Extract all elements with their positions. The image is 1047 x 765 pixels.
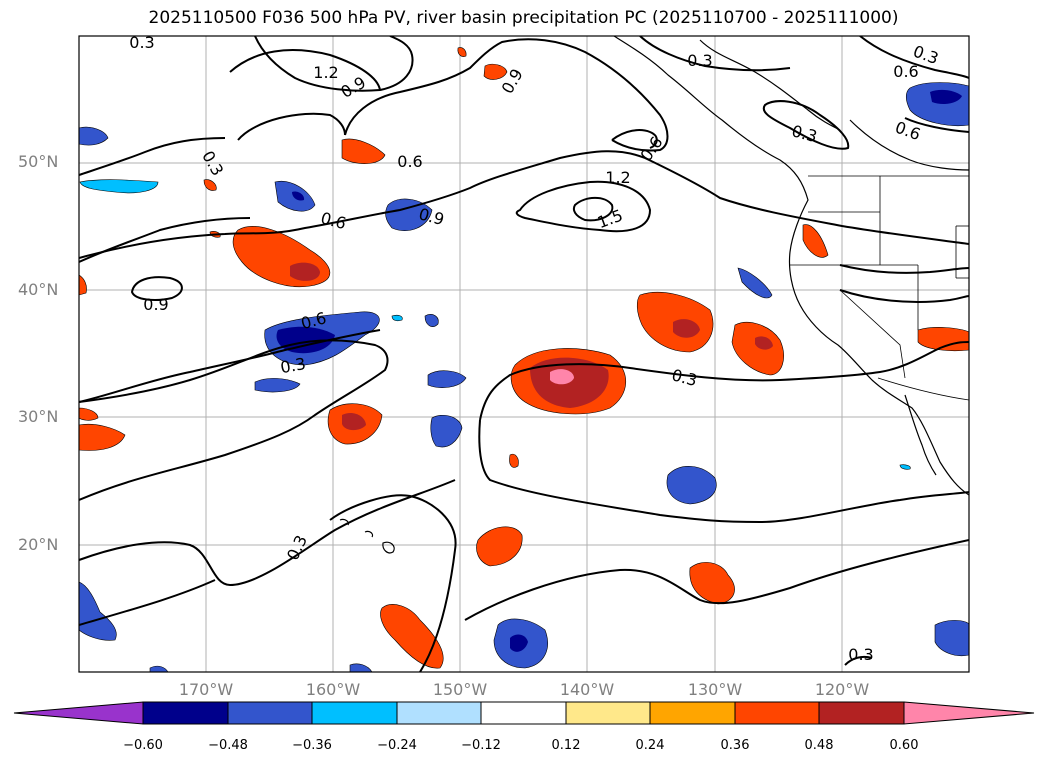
contour-label: 0.6	[319, 208, 349, 233]
colorbar-bin	[311, 701, 398, 725]
lon-label-140w: 140°W	[559, 680, 615, 699]
contour-label: 1.5	[595, 206, 625, 233]
colorbar-tick: −0.36	[292, 738, 332, 753]
contour-label: 0.3	[279, 354, 307, 377]
contour-label: 0.9	[143, 295, 168, 314]
lon-label-160w: 160°W	[305, 680, 361, 699]
colorbar-bin	[142, 701, 229, 725]
colorbar-bin	[227, 701, 313, 725]
colorbar-tick: 0.12	[551, 738, 581, 753]
lon-label-130w: 130°W	[687, 680, 743, 699]
coastline	[339, 36, 969, 554]
lon-label-120w: 120°W	[814, 680, 870, 699]
lat-label-30n: 30°N	[18, 407, 59, 426]
contour-label: 0.3	[198, 147, 227, 179]
colorbar-bin	[396, 701, 482, 725]
map-plot-area	[79, 36, 969, 672]
colorbar-bin	[649, 701, 736, 725]
contour-label-group: 0.3 1.2 0.9 0.9 0.3 0.6 0.3 0.6 0.6 0.9 …	[129, 33, 941, 664]
lat-label-50n: 50°N	[18, 152, 59, 171]
political-boundaries	[790, 175, 969, 401]
colorbar-low-extend	[13, 701, 144, 725]
contour-label: 1.2	[605, 168, 630, 187]
colorbar-bin	[818, 701, 905, 725]
colorbar	[13, 701, 1035, 725]
colorbar-tick: 0.36	[720, 738, 750, 753]
colorbar-tick: −0.12	[461, 738, 501, 753]
map-title: 2025110500 F036 500 hPa PV, river basin …	[148, 8, 899, 28]
contour-label: 0.3	[790, 121, 820, 146]
map-frame	[78, 35, 970, 673]
contour-label: 0.9	[337, 73, 369, 102]
precip-shading	[79, 47, 969, 672]
gridlines	[79, 36, 969, 672]
contour-label: 0.3	[848, 645, 873, 664]
contour-label: 0.6	[893, 118, 923, 145]
contour-label: 0.3	[129, 33, 154, 52]
contour-label: 0.3	[670, 365, 700, 390]
contour-label: 0.6	[397, 152, 422, 171]
lon-label-170w: 170°W	[178, 680, 234, 699]
colorbar-tick: 0.48	[804, 738, 834, 753]
colorbar-tick: 0.60	[889, 738, 919, 753]
contour-label: 0.6	[636, 133, 666, 165]
contour-label: 0.6	[893, 62, 918, 81]
lat-label-40n: 40°N	[18, 280, 59, 299]
colorbar-tick: 0.24	[635, 738, 665, 753]
colorbar-high-extend	[903, 701, 1035, 725]
colorbar-bin	[480, 701, 567, 725]
contour-label: 1.2	[313, 63, 338, 82]
colorbar-tick: −0.48	[208, 738, 248, 753]
colorbar-tick: −0.24	[377, 738, 417, 753]
lat-label-20n: 20°N	[18, 535, 59, 554]
colorbar-tick: −0.60	[123, 738, 163, 753]
pv-contours	[79, 36, 969, 672]
contour-label: 0.3	[283, 532, 311, 563]
colorbar-bin	[565, 701, 651, 725]
colorbar-bin	[734, 701, 820, 725]
contour-label: 0.3	[687, 51, 712, 70]
lon-label-150w: 150°W	[432, 680, 488, 699]
